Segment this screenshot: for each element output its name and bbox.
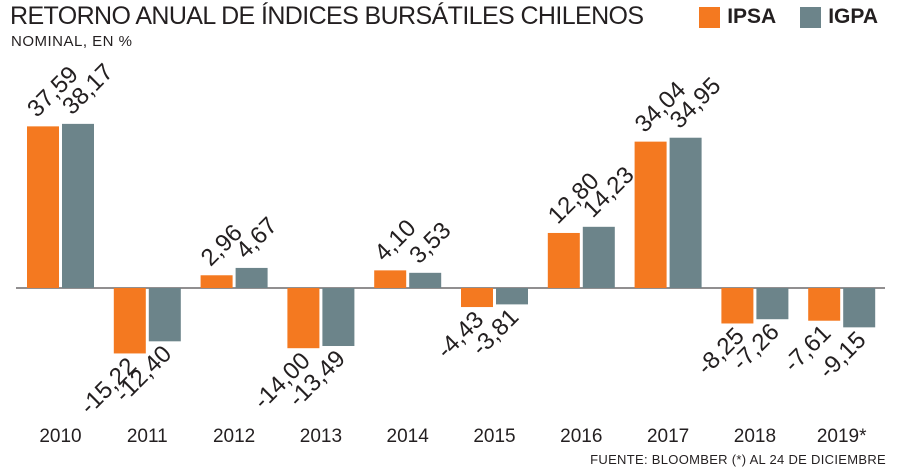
bar-ipsa-2015 <box>461 288 493 308</box>
bar-ipsa-2011 <box>113 288 146 354</box>
bar-igpa-2011 <box>148 288 181 342</box>
value-label-igpa-2012: 4,67 <box>231 212 283 264</box>
bar-igpa-2014 <box>409 272 442 288</box>
bar-igpa-2010 <box>62 123 94 288</box>
legend-swatch-igpa <box>800 6 822 28</box>
bar-ipsa-2014 <box>374 270 407 288</box>
bar-ipsa-2018 <box>721 288 754 324</box>
bar-ipsa-2010 <box>27 126 59 288</box>
x-tick-label-2013: 2013 <box>300 426 342 447</box>
bar-igpa-2013 <box>322 288 355 347</box>
legend: IPSA IGPA <box>675 5 878 29</box>
legend-label-igpa: IGPA <box>828 5 878 28</box>
legend-swatch-ipsa <box>699 6 721 28</box>
bar-ipsa-2013 <box>287 288 320 349</box>
x-tick-label-2012: 2012 <box>213 426 255 447</box>
bar-ipsa-2019 <box>808 288 841 321</box>
x-tick-label-2014: 2014 <box>387 426 430 447</box>
bar-ipsa-2017 <box>634 141 667 288</box>
legend-label-ipsa: IPSA <box>727 5 777 28</box>
source-note: FUENTE: BLOOMBER (*) AL 24 DE DICIEMBRE <box>590 452 886 467</box>
bar-igpa-2017 <box>669 137 702 288</box>
x-tick-label-2015: 2015 <box>473 426 515 447</box>
chart-title: RETORNO ANUAL DE ÍNDICES BURSÁTILES CHIL… <box>10 2 644 30</box>
bar-igpa-2015 <box>496 288 528 305</box>
bar-ipsa-2016 <box>547 232 580 288</box>
chart-subtitle: NOMINAL, EN % <box>11 33 133 50</box>
bar-igpa-2016 <box>582 226 615 288</box>
bar-igpa-2019 <box>843 288 876 328</box>
x-tick-label-2018: 2018 <box>734 426 776 447</box>
bar-ipsa-2012 <box>200 275 233 288</box>
legend-item-igpa: IGPA <box>800 5 878 29</box>
x-tick-label-2017: 2017 <box>647 426 689 447</box>
bar-igpa-2018 <box>756 288 789 320</box>
x-tick-label-2011: 2011 <box>127 426 168 447</box>
x-tick-label-2019: 2019* <box>817 426 867 447</box>
value-label-igpa-2018: -7,26 <box>727 318 785 376</box>
bar-igpa-2012 <box>235 267 268 288</box>
legend-item-ipsa: IPSA <box>699 5 776 29</box>
x-tick-label-2016: 2016 <box>560 426 602 447</box>
x-tick-label-2010: 2010 <box>39 426 81 447</box>
